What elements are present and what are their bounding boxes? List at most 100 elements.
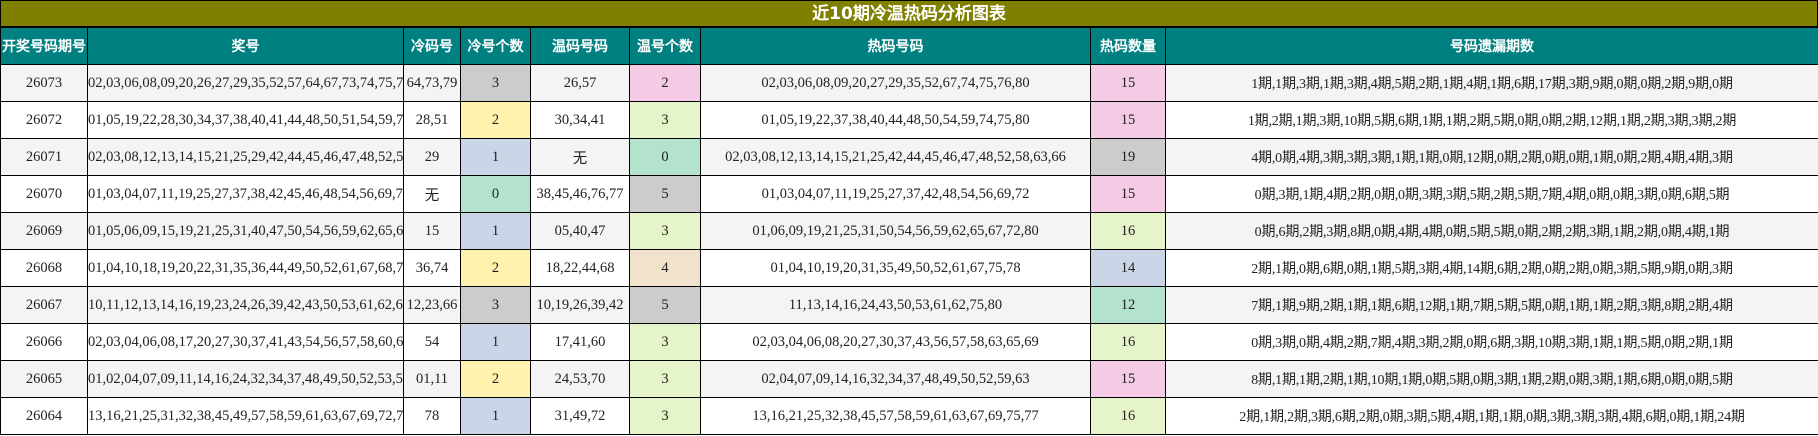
period-cell: 26073 bbox=[0, 64, 88, 102]
warm-count-cell: 5 bbox=[629, 286, 701, 324]
hot-cell: 01,06,09,19,21,25,31,50,54,56,59,62,65,6… bbox=[700, 212, 1091, 250]
miss-cell: 8期,1期,1期,2期,1期,10期,1期,0期,5期,0期,3期,1期,2期,… bbox=[1165, 360, 1818, 398]
cold-count-cell: 1 bbox=[460, 323, 531, 361]
hot-count-cell: 19 bbox=[1090, 138, 1166, 176]
numbers-cell: 01,03,04,07,11,19,25,27,37,38,42,45,46,4… bbox=[87, 175, 404, 213]
cold-count-cell: 3 bbox=[460, 64, 531, 102]
header-cold: 冷码号 bbox=[403, 27, 461, 65]
period-cell: 26068 bbox=[0, 249, 88, 287]
hot-cell: 02,03,06,08,09,20,27,29,35,52,67,74,75,7… bbox=[700, 64, 1091, 102]
miss-cell: 0期,3期,1期,4期,2期,0期,0期,3期,3期,5期,2期,5期,7期,4… bbox=[1165, 175, 1818, 213]
hot-cell: 01,05,19,22,37,38,40,44,48,50,54,59,74,7… bbox=[700, 101, 1091, 139]
numbers-cell: 01,02,04,07,09,11,14,16,24,32,34,37,48,4… bbox=[87, 360, 404, 398]
header-hot: 热码号码 bbox=[700, 27, 1091, 65]
cold-cell: 36,74 bbox=[403, 249, 461, 287]
cold-cell: 无 bbox=[403, 175, 461, 213]
hot-count-cell: 15 bbox=[1090, 360, 1166, 398]
warm-count-cell: 3 bbox=[629, 101, 701, 139]
numbers-cell: 02,03,04,06,08,17,20,27,30,37,41,43,54,5… bbox=[87, 323, 404, 361]
header-numbers: 奖号 bbox=[87, 27, 404, 65]
header-warm: 温码号码 bbox=[530, 27, 630, 65]
cold-count-cell: 2 bbox=[460, 101, 531, 139]
warm-cell: 24,53,70 bbox=[530, 360, 630, 398]
hot-count-cell: 16 bbox=[1090, 323, 1166, 361]
miss-cell: 0期,3期,0期,4期,2期,7期,4期,3期,2期,0期,6期,3期,10期,… bbox=[1165, 323, 1818, 361]
warm-cell: 31,49,72 bbox=[530, 397, 630, 435]
cold-cell: 29 bbox=[403, 138, 461, 176]
hot-count-cell: 16 bbox=[1090, 397, 1166, 435]
hot-cell: 01,04,10,19,20,31,35,49,50,52,61,67,75,7… bbox=[700, 249, 1091, 287]
warm-count-cell: 3 bbox=[629, 323, 701, 361]
warm-cell: 26,57 bbox=[530, 64, 630, 102]
header-hot-count: 热码数量 bbox=[1090, 27, 1166, 65]
cold-cell: 15 bbox=[403, 212, 461, 250]
warm-cell: 10,19,26,39,42 bbox=[530, 286, 630, 324]
warm-count-cell: 0 bbox=[629, 138, 701, 176]
miss-cell: 2期,1期,2期,3期,6期,2期,0期,3期,5期,4期,1期,1期,0期,3… bbox=[1165, 397, 1818, 435]
hot-count-cell: 14 bbox=[1090, 249, 1166, 287]
warm-count-cell: 5 bbox=[629, 175, 701, 213]
warm-cell: 无 bbox=[530, 138, 630, 176]
warm-cell: 05,40,47 bbox=[530, 212, 630, 250]
warm-count-cell: 2 bbox=[629, 64, 701, 102]
table-row: 26064 13,16,21,25,31,32,38,45,49,57,58,59… bbox=[0, 397, 1818, 435]
table-row: 26072 01,05,19,22,28,30,34,37,38,40,41,44… bbox=[0, 101, 1818, 139]
miss-cell: 1期,1期,3期,1期,3期,4期,5期,2期,1期,4期,1期,6期,17期,… bbox=[1165, 64, 1818, 102]
chart-title: 近10期冷温热码分析图表 bbox=[0, 0, 1818, 27]
period-cell: 26069 bbox=[0, 212, 88, 250]
hot-count-cell: 12 bbox=[1090, 286, 1166, 324]
cold-cell: 12,23,66 bbox=[403, 286, 461, 324]
header-cold-count: 冷号个数 bbox=[460, 27, 531, 65]
cold-count-cell: 2 bbox=[460, 249, 531, 287]
cold-cell: 64,73,79 bbox=[403, 64, 461, 102]
numbers-cell: 02,03,08,12,13,14,15,21,25,29,42,44,45,4… bbox=[87, 138, 404, 176]
cold-count-cell: 2 bbox=[460, 360, 531, 398]
hot-count-cell: 15 bbox=[1090, 64, 1166, 102]
miss-cell: 4期,0期,4期,3期,3期,3期,1期,1期,0期,12期,0期,2期,0期,… bbox=[1165, 138, 1818, 176]
table-row: 26069 01,05,06,09,15,19,21,25,31,40,47,50… bbox=[0, 212, 1818, 250]
warm-cell: 17,41,60 bbox=[530, 323, 630, 361]
cold-cell: 28,51 bbox=[403, 101, 461, 139]
warm-count-cell: 3 bbox=[629, 212, 701, 250]
cold-count-cell: 1 bbox=[460, 397, 531, 435]
period-cell: 26067 bbox=[0, 286, 88, 324]
warm-cell: 30,34,41 bbox=[530, 101, 630, 139]
hot-count-cell: 15 bbox=[1090, 101, 1166, 139]
table-row: 26070 01,03,04,07,11,19,25,27,37,38,42,45… bbox=[0, 175, 1818, 213]
period-cell: 26066 bbox=[0, 323, 88, 361]
hot-cell: 01,03,04,07,11,19,25,27,37,42,48,54,56,6… bbox=[700, 175, 1091, 213]
period-cell: 26072 bbox=[0, 101, 88, 139]
header-row: 开奖号码期号 奖号 冷码号 冷号个数 温码号码 温号个数 热码号码 热码数量 号… bbox=[0, 27, 1818, 65]
miss-cell: 1期,2期,1期,3期,10期,5期,6期,1期,1期,2期,5期,0期,0期,… bbox=[1165, 101, 1818, 139]
cold-cell: 78 bbox=[403, 397, 461, 435]
hot-count-cell: 16 bbox=[1090, 212, 1166, 250]
miss-cell: 7期,1期,9期,2期,1期,1期,6期,12期,1期,7期,5期,5期,0期,… bbox=[1165, 286, 1818, 324]
warm-count-cell: 4 bbox=[629, 249, 701, 287]
table-row: 26067 10,11,12,13,14,16,19,23,24,26,39,42… bbox=[0, 286, 1818, 324]
hot-count-cell: 15 bbox=[1090, 175, 1166, 213]
hot-cell: 11,13,14,16,24,43,50,53,61,62,75,80 bbox=[700, 286, 1091, 324]
header-miss: 号码遗漏期数 bbox=[1165, 27, 1818, 65]
cold-cell: 54 bbox=[403, 323, 461, 361]
numbers-cell: 01,05,19,22,28,30,34,37,38,40,41,44,48,5… bbox=[87, 101, 404, 139]
cold-cell: 01,11 bbox=[403, 360, 461, 398]
numbers-cell: 10,11,12,13,14,16,19,23,24,26,39,42,43,5… bbox=[87, 286, 404, 324]
period-cell: 26065 bbox=[0, 360, 88, 398]
period-cell: 26070 bbox=[0, 175, 88, 213]
warm-cell: 38,45,46,76,77 bbox=[530, 175, 630, 213]
table-row: 26073 02,03,06,08,09,20,26,27,29,35,52,57… bbox=[0, 64, 1818, 102]
hot-cold-table: 开奖号码期号 奖号 冷码号 冷号个数 温码号码 温号个数 热码号码 热码数量 号… bbox=[0, 27, 1818, 435]
miss-cell: 0期,6期,2期,3期,8期,0期,4期,4期,0期,5期,5期,0期,2期,2… bbox=[1165, 212, 1818, 250]
warm-cell: 18,22,44,68 bbox=[530, 249, 630, 287]
numbers-cell: 01,04,10,18,19,20,22,31,35,36,44,49,50,5… bbox=[87, 249, 404, 287]
numbers-cell: 01,05,06,09,15,19,21,25,31,40,47,50,54,5… bbox=[87, 212, 404, 250]
numbers-cell: 13,16,21,25,31,32,38,45,49,57,58,59,61,6… bbox=[87, 397, 404, 435]
cold-count-cell: 0 bbox=[460, 175, 531, 213]
warm-count-cell: 3 bbox=[629, 397, 701, 435]
period-cell: 26064 bbox=[0, 397, 88, 435]
hot-cell: 02,04,07,09,14,16,32,34,37,48,49,50,52,5… bbox=[700, 360, 1091, 398]
header-period: 开奖号码期号 bbox=[0, 27, 88, 65]
numbers-cell: 02,03,06,08,09,20,26,27,29,35,52,57,64,6… bbox=[87, 64, 404, 102]
cold-count-cell: 1 bbox=[460, 138, 531, 176]
cold-count-cell: 3 bbox=[460, 286, 531, 324]
